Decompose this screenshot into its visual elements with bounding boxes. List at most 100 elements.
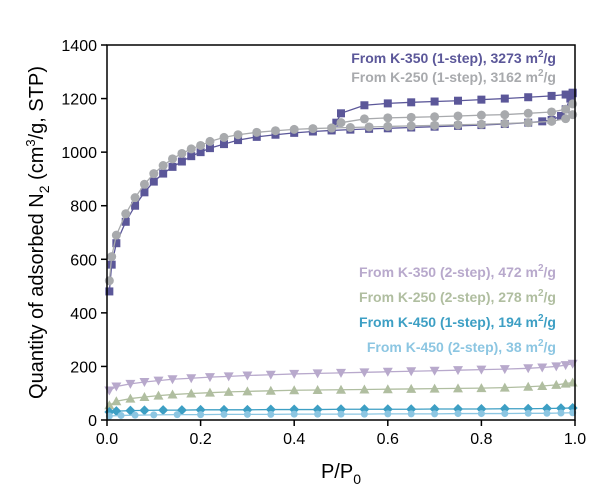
series-4-adsorption-point — [167, 389, 178, 399]
series-1-desorption-point — [430, 97, 439, 106]
series-6-adsorption-point — [197, 411, 205, 419]
series-2-desorption-point — [476, 110, 486, 120]
series-3-adsorption-point — [537, 363, 548, 373]
series-4-adsorption-point — [125, 393, 136, 403]
series-1-adsorption-point — [112, 239, 121, 248]
series-4-adsorption-point — [560, 378, 571, 388]
series-2-desorption-point — [453, 111, 463, 121]
series-4-adsorption-point — [111, 396, 122, 406]
series-3-adsorption-point — [139, 377, 150, 387]
series-6-adsorption-point — [267, 410, 275, 418]
series-2-desorption-point — [561, 104, 571, 114]
series-1-desorption-point — [568, 88, 577, 97]
plot-area-frame — [106, 44, 576, 421]
series-2-desorption-point — [406, 112, 416, 122]
series-6 — [105, 409, 577, 420]
series-2-adsorption-point — [270, 126, 280, 136]
series-2-adsorption-point — [383, 121, 393, 131]
series-4-adsorption-point — [153, 390, 164, 400]
series-1-desorption-point — [477, 95, 486, 104]
series-1-adsorption-point — [187, 152, 196, 161]
series-2-adsorption-point — [104, 276, 114, 286]
series-1-desorption-point — [407, 98, 416, 107]
series-1-desorption-point — [500, 94, 509, 103]
series-2-adsorption-point — [406, 121, 416, 131]
series-2-adsorption-point — [196, 140, 206, 150]
y-tick-label: 800 — [70, 199, 97, 216]
series-4-adsorption-point — [453, 383, 463, 393]
series-3-adsorption-point — [186, 374, 197, 384]
series-6-adsorption-point — [501, 410, 509, 418]
series-1-adsorption-point — [168, 162, 177, 171]
series-6-adsorption-point — [220, 410, 228, 418]
series-1-adsorption-point — [121, 217, 130, 226]
series-2-adsorption-point — [219, 132, 229, 142]
series-4-adsorption-point — [476, 383, 487, 393]
series-4-adsorption-point — [289, 385, 300, 395]
series-2-adsorption-point — [523, 118, 533, 128]
series-2-desorption-point — [336, 118, 346, 128]
series-2-adsorption-point — [121, 209, 131, 219]
series-4-adsorption-point — [186, 388, 197, 398]
series-4-adsorption-point — [265, 385, 276, 395]
series-2 — [104, 99, 578, 286]
series-4-adsorption-point — [139, 391, 150, 401]
series-2-adsorption-point — [252, 127, 262, 137]
series-3-adsorption-point — [551, 362, 562, 372]
series-1-adsorption-point — [566, 94, 575, 103]
series-6-adsorption-point — [360, 410, 368, 418]
x-tick-label: 1.0 — [564, 431, 586, 448]
series-1-adsorption-point — [196, 148, 205, 157]
series-1-desorption-point — [547, 91, 556, 100]
y-tick-label: 1200 — [61, 92, 97, 109]
series-2-adsorption-point — [453, 120, 463, 130]
series-4-adsorption-point — [242, 386, 253, 396]
series-2-adsorption-point — [345, 123, 355, 132]
legend-entry: From K-350 (2-step), 472 m2/g — [359, 263, 556, 280]
series-6-adsorption-point — [173, 411, 181, 419]
series-3-adsorption-point — [359, 368, 370, 378]
series-2-desorption-point — [547, 107, 557, 117]
series-1-adsorption-point — [177, 157, 186, 166]
series-6-adsorption-point — [454, 410, 462, 418]
series-6-adsorption-point — [337, 410, 345, 418]
series-6-adsorption-point — [117, 411, 125, 419]
series-1-desorption-point — [524, 93, 533, 102]
series-2-adsorption-point — [107, 252, 117, 262]
series-5-adsorption-point — [158, 405, 169, 416]
series-2-desorption-point — [327, 123, 337, 133]
series-1-adsorption-point — [556, 111, 565, 120]
series-2-adsorption-point — [111, 230, 121, 240]
series-3 — [104, 359, 578, 396]
series-1-desorption-point — [360, 101, 369, 110]
legend-entry: From K-250 (1-step), 3162 m2/g — [351, 68, 556, 85]
series-2-adsorption-point — [158, 161, 168, 171]
series-4-adsorption-point — [537, 380, 548, 390]
series-2-adsorption-point — [308, 124, 318, 134]
y-axis: 0 200 400 600 800 1000 1200 1400 — [61, 38, 107, 430]
series-2-adsorption-point — [177, 148, 187, 158]
series-5-adsorption-point — [139, 405, 150, 416]
series-3-adsorption-point — [265, 370, 276, 380]
x-tick-label: 0.2 — [189, 431, 211, 448]
series-1-adsorption-point — [252, 132, 261, 141]
y-tick-label: 1000 — [61, 145, 97, 162]
series-2-adsorption-line — [108, 114, 573, 281]
series-2-desorption-point — [500, 110, 510, 120]
legend-entry: From K-450 (1-step), 194 m2/g — [359, 313, 556, 330]
series-3-adsorption-point — [242, 371, 253, 381]
series-1-adsorption-point — [140, 188, 149, 197]
series-4-adsorption-point — [429, 383, 440, 393]
series-3-adsorption-point — [289, 369, 300, 379]
series-6-adsorption-point — [431, 410, 439, 418]
y-tick-label: 600 — [70, 252, 97, 269]
series-2-adsorption-point — [149, 169, 159, 179]
x-axis: 0.0 0.2 0.4 0.6 0.8 1.0 — [96, 420, 586, 448]
series-3-adsorption-point — [104, 386, 115, 396]
series-3-adsorption-point — [560, 361, 571, 371]
series-3-adsorption-point — [167, 375, 178, 385]
series-3-adsorption-point — [476, 365, 487, 375]
series-2-adsorption-point — [130, 193, 140, 203]
series-6-adsorption-point — [150, 411, 158, 419]
